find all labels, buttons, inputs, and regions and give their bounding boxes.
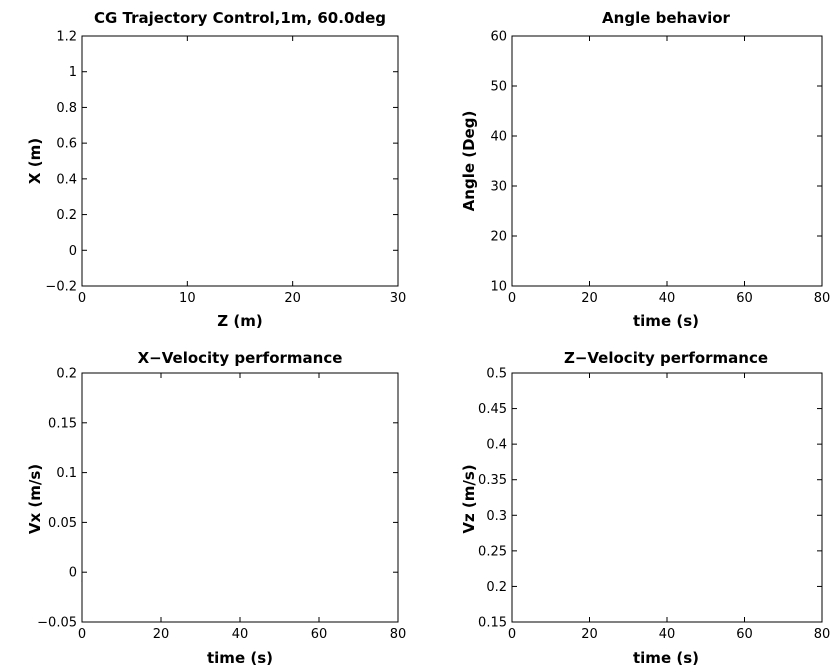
subplot-3-ytick-label: 0.15 [48,416,77,431]
subplot-1-ytick-label: 1 [69,65,77,80]
subplot-2-xlabel: time (s) [633,312,699,330]
subplot-2-xtick-label: 60 [736,291,753,306]
subplot-4-xtick-label: 20 [581,627,598,642]
subplot-1-title: CG Trajectory Control,1m, 60.0deg [94,9,386,27]
subplot-3-xtick-label: 40 [232,627,249,642]
subplot-3-ytick-label: 0.1 [56,466,77,481]
subplot-4-ytick-label: 0.15 [478,616,507,631]
subplot-1-ytick-label: 0 [69,244,77,259]
subplot-2-xtick-label: 0 [508,291,516,306]
subplot-1-xtick-label: 30 [390,291,407,306]
subplot-4-xtick-label: 40 [659,627,676,642]
subplot-3-xtick-label: 60 [311,627,328,642]
subplot-1-plot-area [81,35,399,287]
subplot-4-ylabel: Vz (m/s) [460,464,478,533]
subplot-2-xtick-label: 40 [659,291,676,306]
subplot-3-xtick-label: 0 [78,627,86,642]
subplot-3-ytick-label: 0 [69,566,77,581]
subplot-4-plot-area [511,372,823,623]
subplot-3-ytick-label: 0.05 [48,516,77,531]
subplot-1-ytick-label: 0.6 [56,137,77,152]
subplot-2-title: Angle behavior [602,9,730,27]
subplot-4-xlabel: time (s) [633,649,699,667]
subplot-2-ytick-label: 40 [490,130,507,145]
subplot-3-plot-area [81,372,399,623]
subplot-3-ylabel: Vx (m/s) [26,464,44,534]
subplot-2-xtick-label: 20 [581,291,598,306]
subplot-2-xtick-label: 80 [814,291,831,306]
subplot-4-ytick-label: 0.35 [478,473,507,488]
subplot-1-ylabel: X (m) [26,138,44,184]
subplot-1-axes-frame [81,35,399,287]
subplot-4-ytick-label: 0.2 [486,580,507,595]
subplot-2-ytick-label: 20 [490,230,507,245]
subplot-1-xtick-label: 20 [284,291,301,306]
subplot-x-velocity: X−Velocity performance time (s) Vx (m/s)… [26,349,406,667]
subplot-4-xtick-label: 80 [814,627,831,642]
subplot-2-ytick-label: 50 [490,80,507,95]
subplot-3-xtick-label: 20 [153,627,170,642]
subplot-1-ytick-label: 0.2 [56,208,77,223]
subplot-1-ytick-label: 0.8 [56,101,77,116]
subplot-1-ytick-label: −0.2 [45,280,77,295]
subplot-1-xlabel: Z (m) [217,312,262,330]
subplot-2-ytick-label: 60 [490,30,507,45]
subplot-3-ytick-label: 0.2 [56,367,77,382]
subplot-4-ytick-label: 0.5 [486,367,507,382]
subplot-2-ytick-label: 30 [490,180,507,195]
subplot-3-axes-frame [81,372,399,623]
subplot-1-ytick-label: 0.4 [56,172,77,187]
subplot-4-ytick-label: 0.25 [478,544,507,559]
subplot-1-xtick-label: 0 [78,291,86,306]
subplot-4-xtick-label: 0 [508,627,516,642]
subplot-z-velocity: Z−Velocity performance time (s) Vz (m/s)… [460,349,830,667]
subplot-1-ytick-label: 1.2 [56,30,77,45]
subplot-cg-trajectory: CG Trajectory Control,1m, 60.0deg Z (m) … [26,9,406,330]
subplot-4-xtick-label: 60 [736,627,753,642]
subplot-1-xtick-label: 10 [179,291,196,306]
subplot-4-axes-frame [511,372,823,623]
subplot-2-ylabel: Angle (Deg) [460,111,478,212]
subplot-angle-behavior: Angle behavior time (s) Angle (Deg) 0 20 4… [460,9,830,330]
subplot-4-ytick-label: 0.4 [486,438,507,453]
subplot-2-ytick-label: 10 [490,280,507,295]
subplot-3-ytick-label: −0.05 [37,616,77,631]
subplot-4-ytick-label: 0.3 [486,509,507,524]
subplot-4-title: Z−Velocity performance [564,349,768,367]
subplot-2-plot-area [511,35,823,287]
subplot-3-xlabel: time (s) [207,649,273,667]
subplot-3-xtick-label: 80 [390,627,407,642]
subplot-4-ytick-label: 0.45 [478,402,507,417]
subplot-2-axes-frame [511,35,823,287]
subplot-3-title: X−Velocity performance [138,349,343,367]
